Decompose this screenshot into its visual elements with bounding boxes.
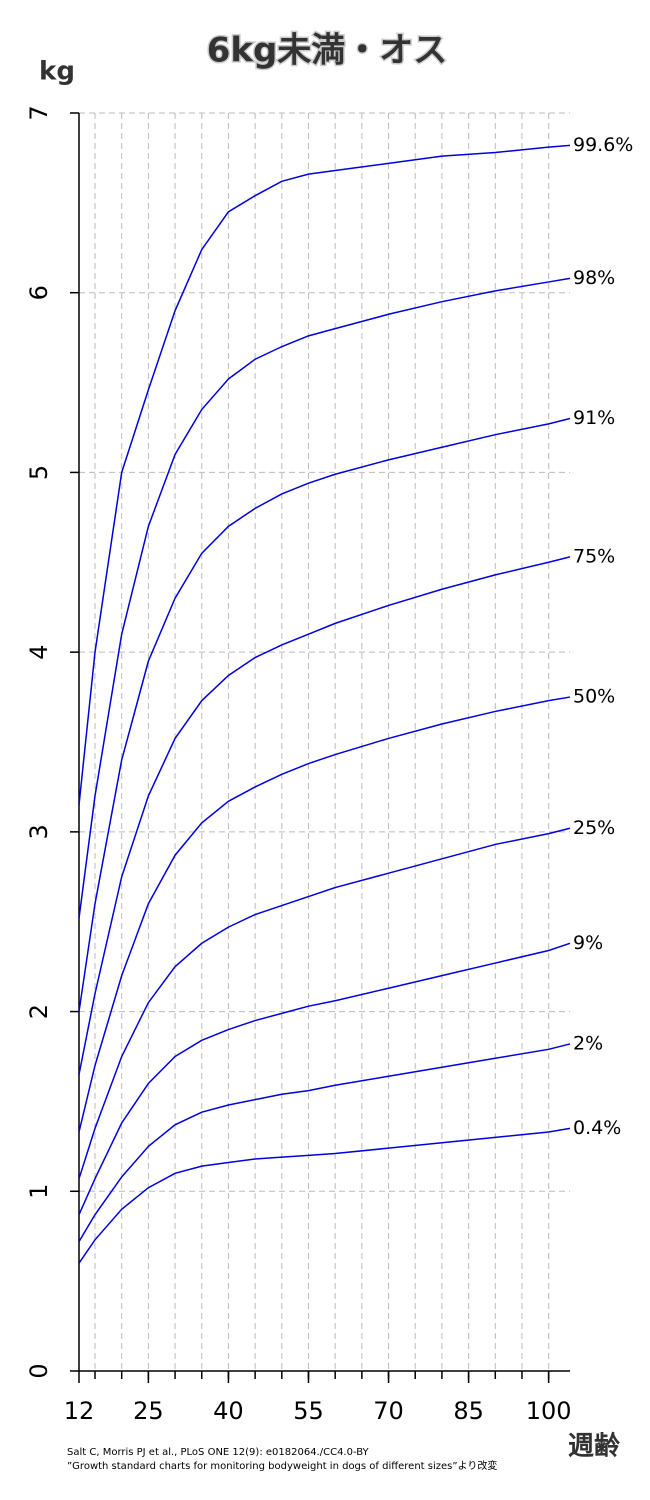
- y-axis-label: kg: [39, 57, 75, 87]
- line-label: 2%: [573, 1032, 603, 1054]
- x-axis-label: 週齢: [568, 1431, 621, 1462]
- x-tick-label: 25: [133, 1397, 164, 1425]
- line-label: 9%: [573, 932, 603, 954]
- percentile-line: [78, 942, 571, 1215]
- source-line: Salt C, Morris PJ et al., PLoS ONE 12(9)…: [67, 1447, 370, 1458]
- line-label: 98%: [573, 267, 615, 289]
- percentile-line: [78, 1043, 571, 1242]
- y-tick-label: 1: [25, 1184, 53, 1199]
- line-label: 0.4%: [573, 1117, 621, 1139]
- x-tick-label: 85: [453, 1397, 484, 1425]
- percentile-line: [78, 144, 571, 805]
- percentile-line: [78, 1127, 571, 1264]
- chart-title: 6kg未満・オス: [207, 31, 448, 71]
- line-label: 50%: [573, 686, 615, 708]
- source-line: ”Growth standard charts for monitoring b…: [67, 1459, 497, 1472]
- y-tick-label: 4: [25, 645, 53, 660]
- y-tick-label: 0: [25, 1363, 53, 1378]
- x-tick-label: 40: [213, 1397, 244, 1425]
- x-tick-label: 55: [293, 1397, 324, 1425]
- line-label: 91%: [573, 407, 615, 429]
- percentile-line: [78, 696, 571, 1133]
- percentile-line: [78, 417, 571, 1012]
- line-label: 75%: [573, 545, 615, 567]
- y-tick-label: 2: [25, 1004, 53, 1019]
- y-tick-label: 6: [25, 285, 53, 300]
- y-tick-label: 3: [25, 824, 53, 839]
- line-label: 99.6%: [573, 134, 633, 156]
- x-tick-label: 100: [526, 1397, 572, 1425]
- y-tick-label: 7: [25, 105, 53, 120]
- percentile-line: [78, 556, 571, 1075]
- x-tick-label: 12: [64, 1397, 95, 1425]
- line-label: 25%: [573, 817, 615, 839]
- percentile-line: [78, 827, 571, 1179]
- percentile-line: [78, 277, 571, 919]
- x-tick-label: 70: [373, 1397, 404, 1425]
- y-tick-label: 5: [25, 465, 53, 480]
